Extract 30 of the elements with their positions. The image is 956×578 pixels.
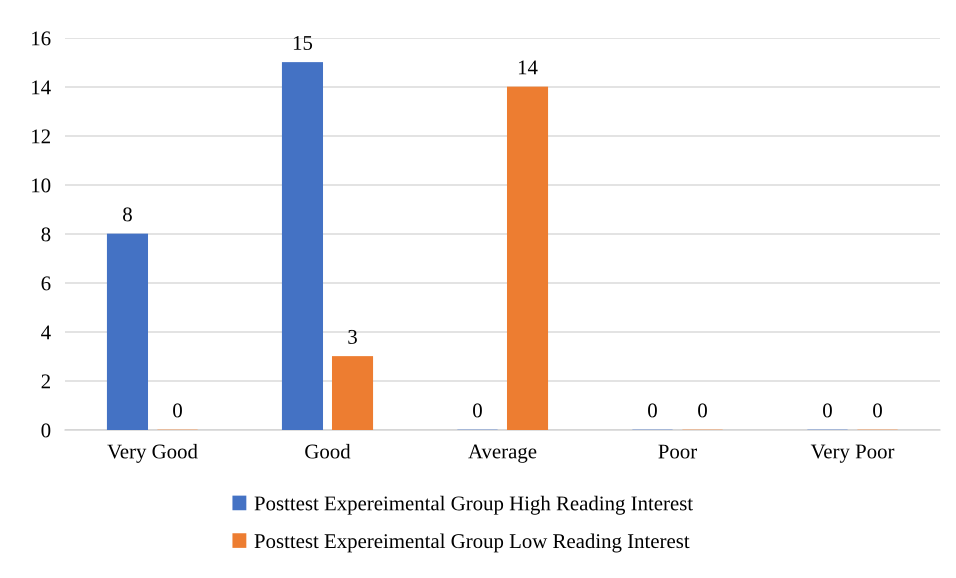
- bar: [282, 62, 324, 430]
- y-tick-label: 6: [42, 276, 50, 290]
- data-label: 3: [348, 330, 357, 344]
- data-label: 8: [123, 207, 132, 222]
- x-tick-label: Poor: [658, 444, 697, 459]
- y-tick-label: 16: [32, 31, 50, 46]
- y-tick-label: 12: [32, 129, 50, 144]
- legend-label: Posttest Expereimental Group Low Reading Interest: [254, 533, 690, 552]
- y-tick-label: 14: [32, 80, 51, 94]
- data-label: 0: [648, 403, 657, 418]
- bar: [506, 86, 548, 430]
- data-label: 0: [873, 403, 882, 418]
- bar: [106, 234, 148, 430]
- x-tick-label: Good: [305, 444, 350, 459]
- y-tick-label: 2: [42, 374, 50, 388]
- data-label: 0: [473, 403, 482, 418]
- data-label: 0: [173, 403, 182, 418]
- y-tick-label: 8: [41, 227, 50, 242]
- data-label: 0: [698, 403, 707, 418]
- y-tick-label: 4: [41, 326, 51, 340]
- legend-label: Posttest Expereimental Group High Reading Interest: [254, 496, 693, 515]
- data-label: 14: [518, 60, 538, 74]
- y-tick-label: 10: [32, 178, 50, 192]
- x-tick-label: Average: [468, 444, 536, 463]
- data-label: 15: [294, 36, 312, 50]
- x-tick-label: Very Poor: [810, 444, 894, 463]
- data-label: 0: [823, 403, 832, 418]
- y-tick-label: 0: [41, 423, 50, 438]
- x-tick-label: Very Good: [107, 444, 198, 463]
- bar: [332, 356, 374, 430]
